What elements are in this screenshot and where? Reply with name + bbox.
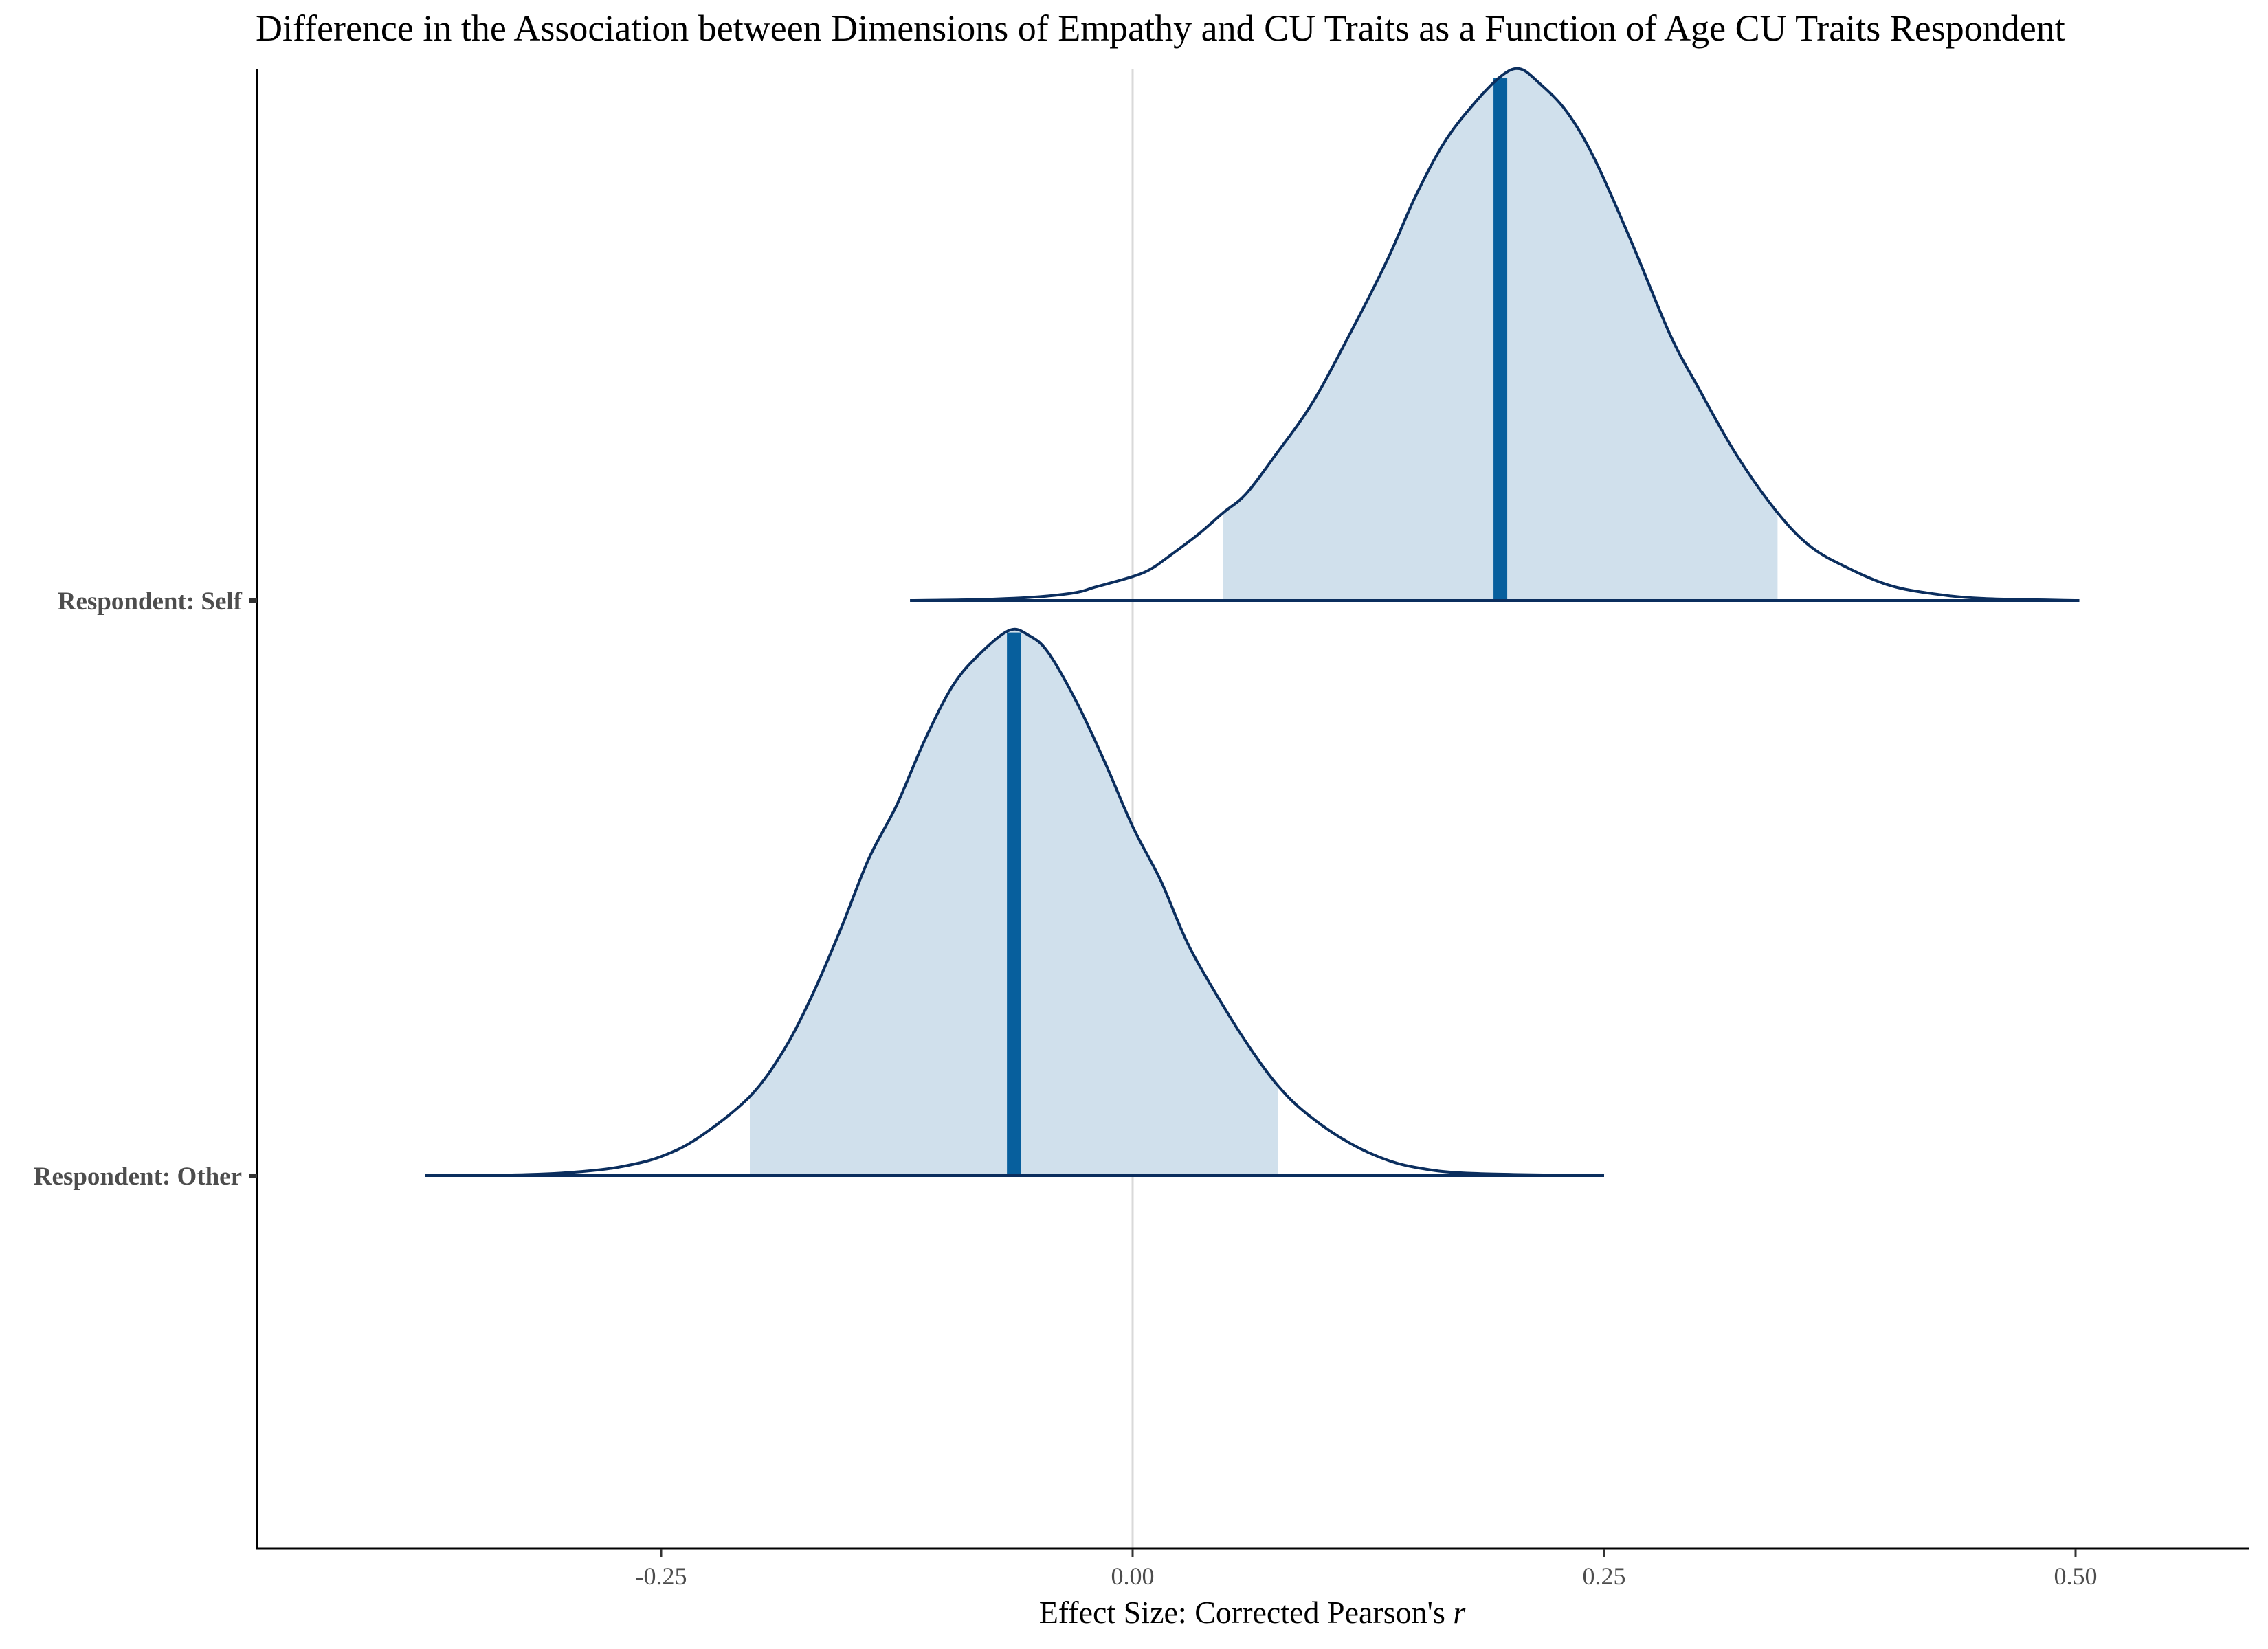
y-tick-label-respondent-self: Respondent: Self — [58, 587, 243, 616]
x-tick-label: -0.25 — [636, 1562, 687, 1590]
density-curve-respondent-other — [425, 627, 1605, 1177]
x-tick-label: 0.00 — [1111, 1562, 1155, 1590]
ridges-layer — [425, 67, 2080, 1549]
x-axis-label-text: Effect Size: Corrected Pearson's — [1039, 1595, 1445, 1630]
x-tick-label: 0.50 — [2054, 1562, 2098, 1590]
x-tick-label: 0.25 — [1583, 1562, 1626, 1590]
x-axis-label: Effect Size: Corrected Pearson's r — [1039, 1595, 1467, 1630]
chart-title: Difference in the Association between Di… — [256, 8, 2065, 49]
density-curve-respondent-self — [910, 67, 2080, 602]
x-ticks-layer: -0.25 0.00 0.25 0.50 — [636, 1549, 2098, 1590]
axes-layer — [256, 69, 2249, 1550]
x-axis-label-italic: r — [1453, 1595, 1466, 1630]
y-ticks-layer: Respondent: Self Respondent: Other — [34, 587, 257, 1191]
y-tick-label-respondent-other: Respondent: Other — [34, 1163, 242, 1191]
